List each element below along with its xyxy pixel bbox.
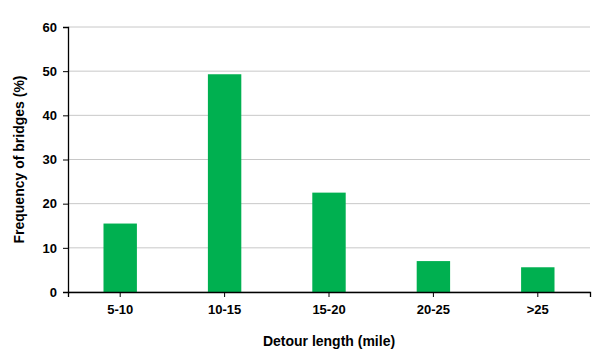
x-tick-mark [329, 292, 330, 297]
y-tick: 0 [50, 285, 68, 300]
y-tick: 50 [43, 64, 68, 79]
y-tick-label: 10 [43, 240, 57, 255]
y-tick-label: 40 [43, 108, 57, 123]
bar [208, 74, 241, 292]
x-tick-label: >25 [527, 302, 549, 317]
x-axis-title: Detour length (mile) [263, 333, 395, 349]
y-tick-label: 60 [43, 20, 57, 35]
x-axis: 5-10 10-15 15-20 20-25 >25 [69, 292, 591, 317]
x-axis-line [69, 293, 591, 298]
x-tick-mark [224, 292, 225, 297]
y-tick-label: 0 [50, 285, 57, 300]
y-tick-mark [63, 115, 68, 116]
x-tick-label: 15-20 [312, 302, 345, 317]
y-tick-mark [63, 292, 68, 293]
y-tick-label: 30 [43, 152, 57, 167]
bar [103, 224, 136, 292]
x-tick-label: 5-10 [107, 302, 133, 317]
x-tick: 20-25 [417, 292, 450, 317]
y-tick-mark [63, 71, 68, 72]
grid-line [68, 71, 590, 72]
plot: 0 10 20 30 40 50 60 5-10 10-15 15-20 20-25 >25 [43, 20, 591, 318]
y-tick: 30 [43, 152, 68, 167]
grid [68, 27, 590, 292]
y-axis: 0 10 20 30 40 50 60 [43, 20, 69, 300]
bar [521, 267, 554, 292]
x-tick-mark [433, 292, 434, 297]
y-axis-line [63, 28, 69, 293]
x-tick: >25 [527, 292, 549, 317]
y-tick: 60 [43, 20, 68, 35]
x-tick-label: 20-25 [417, 302, 450, 317]
y-tick-mark [63, 204, 68, 205]
y-tick-label: 20 [43, 196, 57, 211]
y-tick-mark [63, 27, 68, 28]
x-tick: 10-15 [208, 292, 241, 317]
y-tick: 40 [43, 108, 68, 123]
grid-line [68, 115, 590, 116]
y-tick: 20 [43, 196, 68, 211]
y-tick-label: 50 [43, 64, 57, 79]
grid-line [68, 27, 590, 28]
chart: 0 10 20 30 40 50 60 5-10 10-15 15-20 20-25 >25 Detou… [0, 0, 608, 360]
x-tick: 15-20 [312, 292, 345, 317]
x-tick-mark [120, 292, 121, 297]
x-tick-label: 10-15 [208, 302, 241, 317]
bar [312, 193, 345, 292]
y-tick: 10 [43, 240, 68, 255]
y-tick-mark [63, 160, 68, 161]
grid-line [68, 159, 590, 160]
y-tick-mark [63, 248, 68, 249]
x-tick-mark [537, 292, 538, 297]
y-axis-title: Frequency of bridges (%) [11, 75, 27, 243]
bars [103, 74, 554, 292]
bar [417, 261, 450, 292]
x-tick: 5-10 [107, 292, 133, 317]
